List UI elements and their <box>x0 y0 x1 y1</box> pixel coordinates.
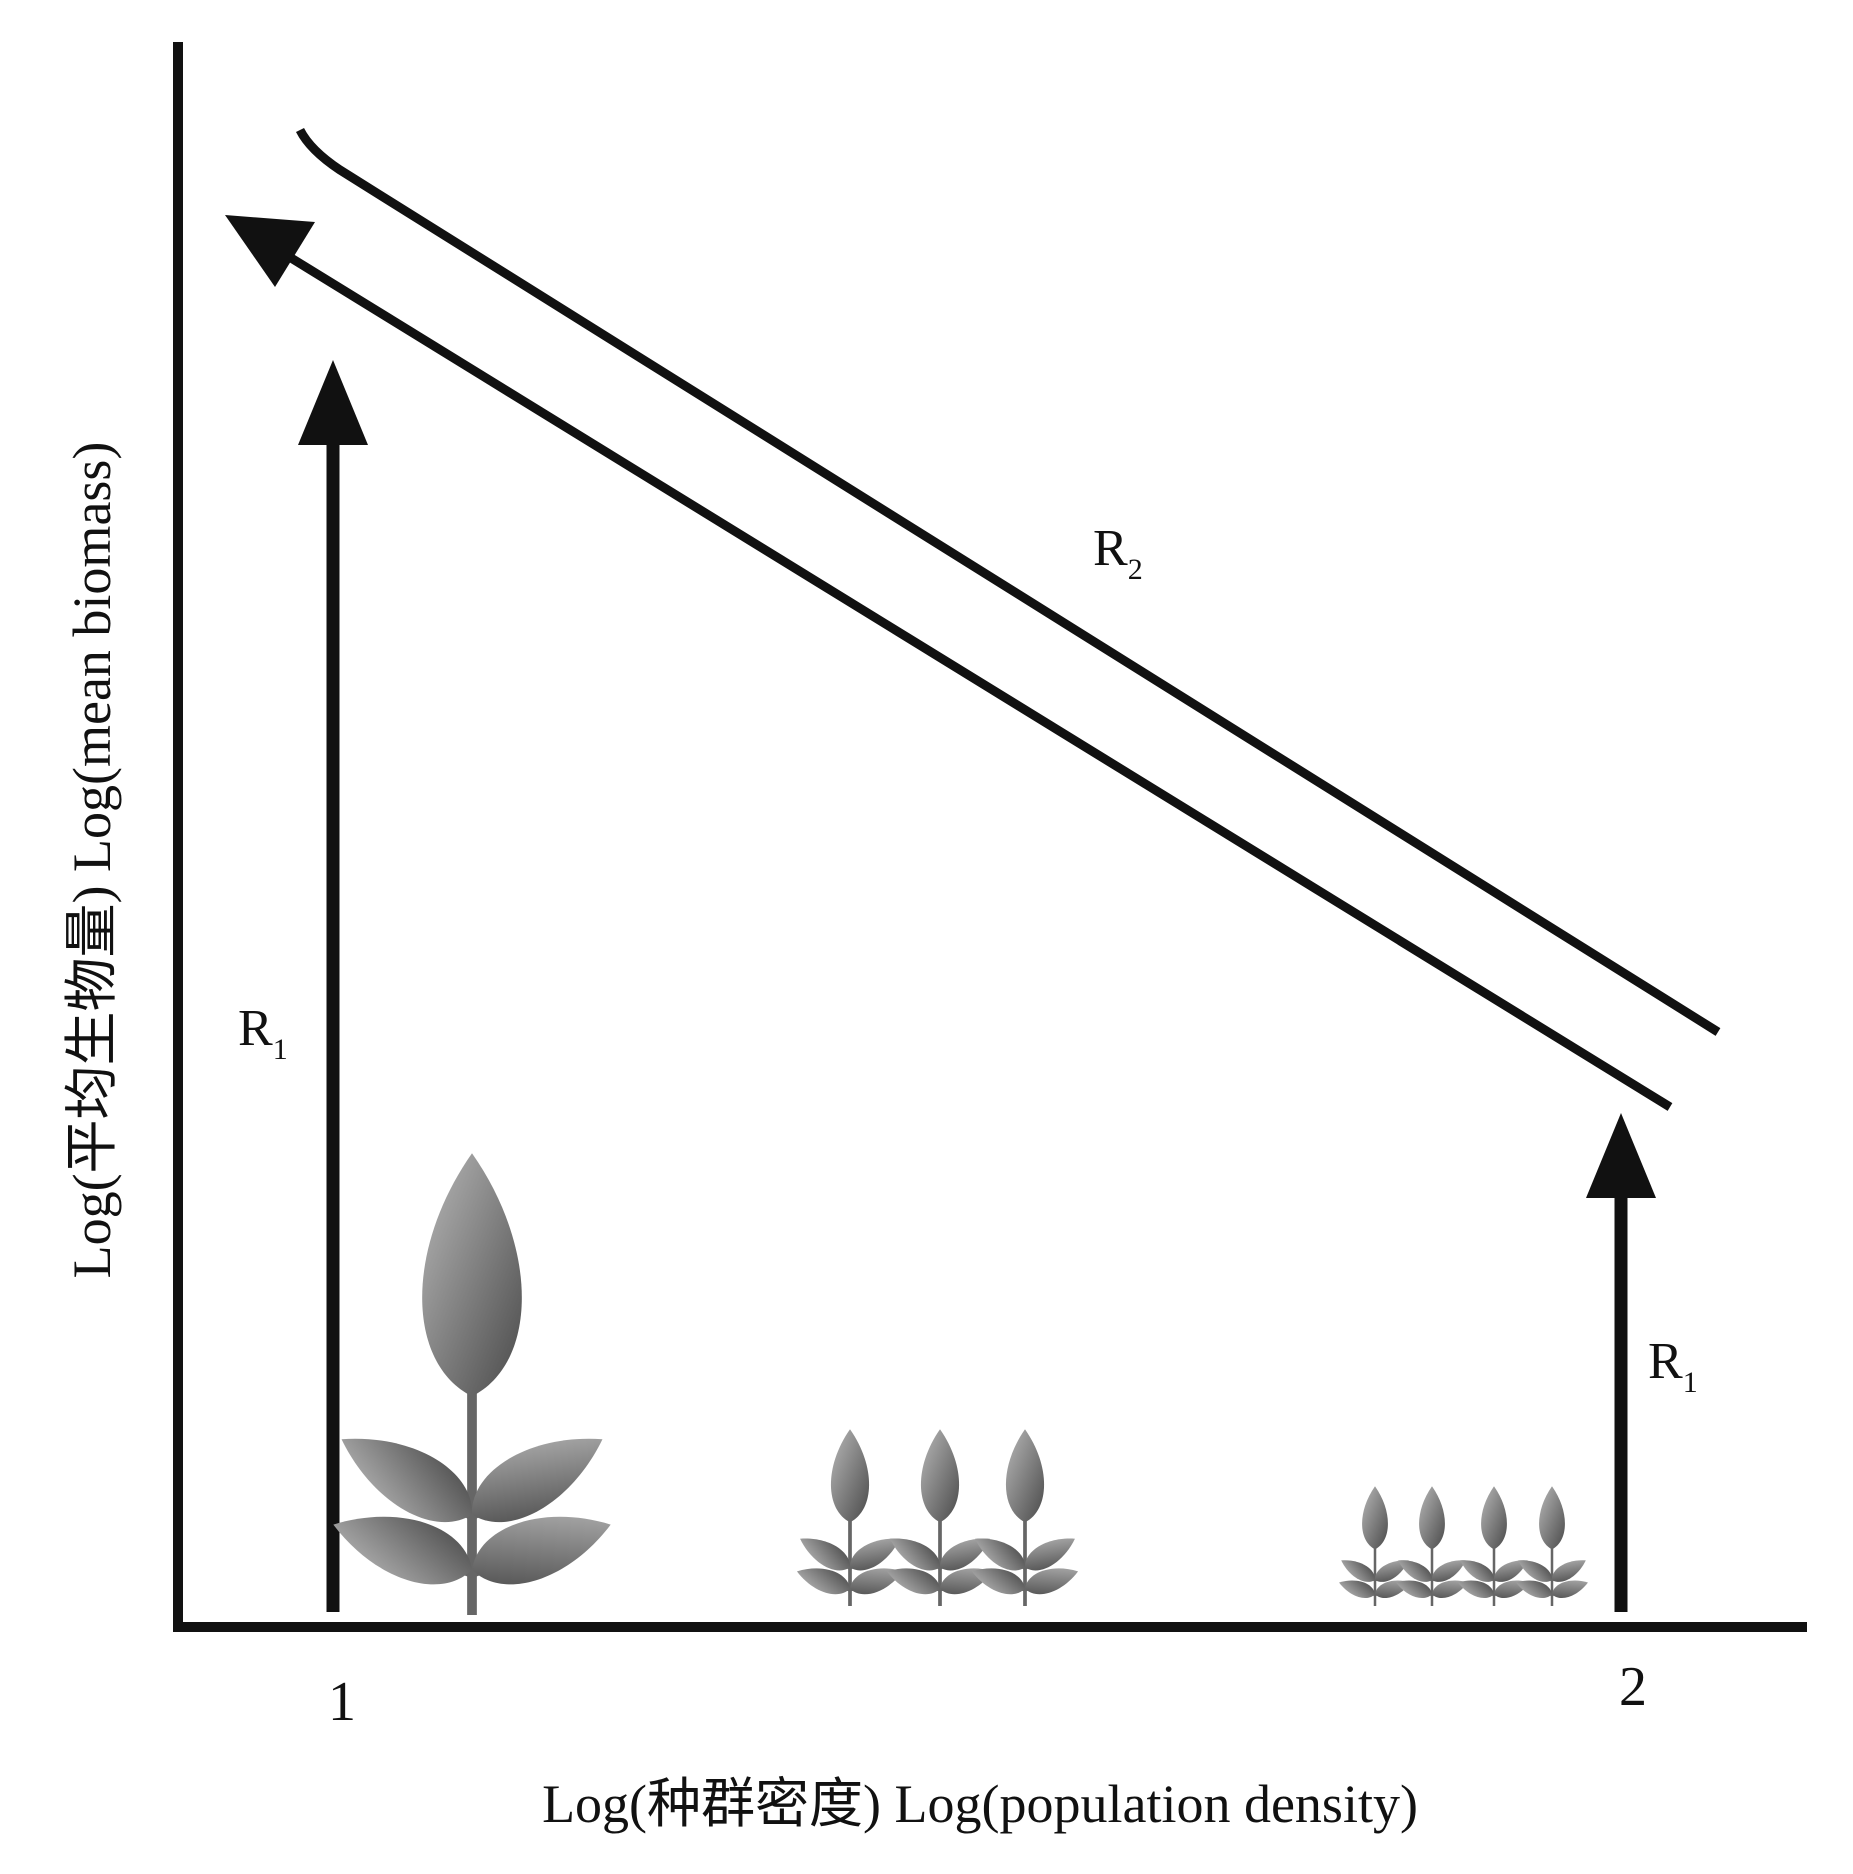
y-axis-label: Log(平均生物量) Log(mean biomass) <box>62 442 122 1279</box>
plant-large-icon <box>324 1153 620 1615</box>
plant-small-icon <box>1456 1486 1533 1606</box>
right-arrow-head <box>1586 1113 1656 1198</box>
x-axis-label: Log(种群密度) Log(population density) <box>542 1774 1418 1834</box>
plant-small-icon <box>1514 1486 1591 1606</box>
plant-medium-icon <box>793 1429 906 1606</box>
r1-right-label: R1 <box>1648 1333 1698 1399</box>
lower-line <box>267 241 1673 1111</box>
plants-small-group <box>1337 1486 1591 1606</box>
plant-small-icon <box>1394 1486 1471 1606</box>
x-tick-2: 2 <box>1619 1656 1647 1718</box>
lower-line-arrowhead <box>225 215 315 287</box>
plant-medium-icon <box>968 1429 1081 1606</box>
left-arrow-head <box>298 360 368 445</box>
plants-medium-group <box>793 1429 1081 1606</box>
r2-label: R2 <box>1093 520 1143 586</box>
x-tick-1: 1 <box>328 1671 356 1733</box>
r1-left-label: R1 <box>238 1000 288 1066</box>
upper-line <box>295 127 1721 1036</box>
